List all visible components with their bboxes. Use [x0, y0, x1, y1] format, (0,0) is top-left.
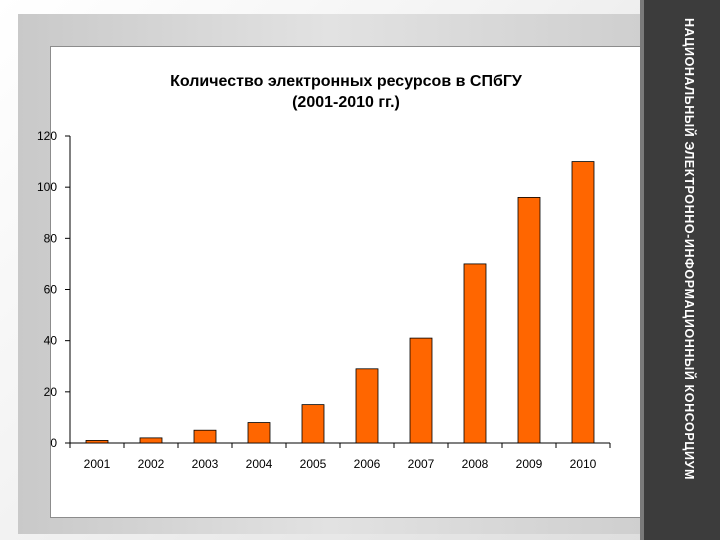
y-tick-label: 80 — [44, 231, 58, 245]
x-tick-label: 2001 — [84, 457, 111, 471]
x-tick-label: 2006 — [354, 457, 381, 471]
bar-2002 — [139, 437, 163, 444]
x-tick-label: 2005 — [300, 457, 327, 471]
bar-2008 — [463, 263, 487, 444]
side-band — [640, 0, 720, 540]
bar-2009 — [517, 196, 541, 444]
bar-2007 — [409, 337, 433, 444]
x-axis: 2001 2002 2003 2004 2005 2006 2007 2008 2009 2010 — [69, 442, 611, 471]
x-tick-label: 2008 — [462, 457, 489, 471]
bar-2005 — [301, 404, 325, 444]
y-tick-label: 20 — [44, 385, 58, 399]
x-tick-label: 2010 — [570, 457, 597, 471]
y-axis: 0 20 40 60 80 100 120 — [37, 129, 71, 450]
chart-plot: 0 20 40 60 80 100 120 2001 2002 2003 2004 2005 2006… — [37, 129, 611, 471]
x-tick-label: 2004 — [246, 457, 273, 471]
y-tick-label: 100 — [37, 180, 57, 194]
consortium-banner: НАЦИОНАЛЬНЫЙ ЭЛЕКТРОННО-ИНФОРМАЦИОННЫЙ К… — [682, 18, 696, 480]
y-tick-label: 0 — [50, 436, 57, 450]
chart-title: Количество электронных ресурсов в СПбГУ … — [170, 73, 522, 111]
y-tick-label: 60 — [44, 283, 58, 297]
bar-2003 — [193, 429, 217, 444]
x-tick-label: 2009 — [516, 457, 543, 471]
x-tick-label: 2002 — [138, 457, 165, 471]
y-tick-label: 120 — [37, 129, 57, 143]
x-tick-label: 2003 — [192, 457, 219, 471]
y-tick-label: 40 — [44, 334, 58, 348]
bar-2004 — [247, 422, 271, 444]
bars — [85, 161, 595, 444]
x-tick-label: 2007 — [408, 457, 435, 471]
bar-2006 — [355, 368, 379, 444]
bar-2010 — [571, 161, 595, 444]
bar-2001 — [85, 440, 109, 444]
